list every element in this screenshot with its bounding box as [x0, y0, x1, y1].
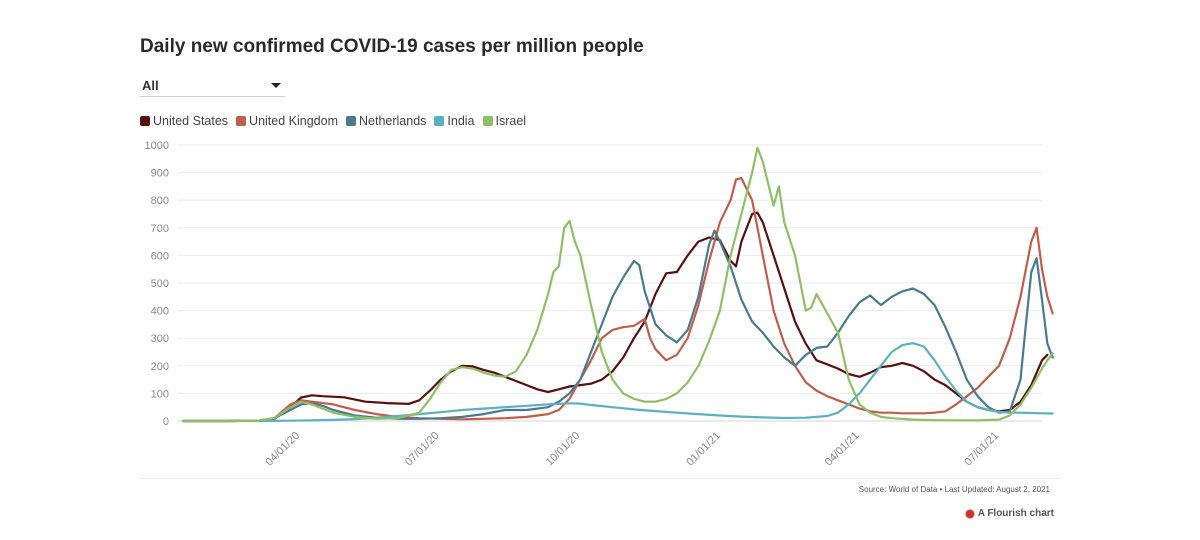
- dropdown-selected-value: All: [142, 78, 159, 93]
- y-tick-label: 100: [151, 388, 169, 400]
- x-tick-label: 01/01/21: [684, 430, 723, 469]
- series-line-united-kingdom: [181, 177, 1054, 423]
- series-filter-dropdown[interactable]: All: [140, 74, 285, 97]
- series-line-netherlands: [181, 229, 1054, 423]
- chart-legend: United States United Kingdom Netherlands In…: [140, 114, 526, 128]
- y-tick-label: 700: [151, 223, 169, 235]
- y-tick-label: 400: [151, 306, 169, 318]
- legend-swatch: [434, 116, 445, 126]
- legend-swatch: [346, 116, 356, 126]
- y-tick-label: 600: [151, 250, 169, 262]
- series-line-india: [181, 342, 1054, 423]
- legend-label: India: [447, 114, 475, 128]
- legend-label: Israel: [495, 114, 527, 128]
- x-tick-label: 10/01/20: [544, 430, 583, 469]
- chevron-down-icon: [271, 83, 281, 88]
- chart-title: Daily new confirmed COVID-19 cases per m…: [140, 36, 644, 57]
- legend-label: United States: [153, 114, 229, 128]
- legend-item-united-states[interactable]: United States: [140, 114, 228, 128]
- legend-label: United Kingdom: [249, 114, 338, 128]
- line-chart: 0 100 200 300 400 500 600 700 800 900 1000 04/01/20…: [145, 140, 1054, 469]
- series-line-israel: [181, 146, 1054, 423]
- legend-item-netherlands[interactable]: Netherlands: [346, 114, 426, 128]
- flourish-link[interactable]: A Flourish chart: [965, 508, 1054, 519]
- x-tick-label: 04/01/20: [263, 430, 302, 469]
- y-tick-label: 900: [151, 168, 169, 180]
- series-line-united-states: [181, 211, 1049, 423]
- y-tick-label: 300: [151, 333, 169, 345]
- source-note: Source: World of Data • Last Updated: Au…: [858, 485, 1050, 494]
- y-tick-label: 1000: [145, 140, 169, 152]
- x-tick-label: 07/01/20: [403, 430, 442, 469]
- legend-swatch: [482, 116, 493, 126]
- legend-swatch: [236, 116, 247, 126]
- legend-item-israel[interactable]: Israel: [482, 114, 527, 128]
- flourish-label: A Flourish chart: [977, 508, 1054, 519]
- x-tick-label: 07/01/21: [962, 430, 1001, 469]
- legend-item-united-kingdom[interactable]: United Kingdom: [236, 114, 338, 128]
- y-tick-label: 0: [163, 416, 169, 428]
- y-tick-label: 800: [151, 195, 169, 207]
- x-tick-label: 04/01/21: [823, 430, 862, 469]
- legend-item-india[interactable]: India: [434, 114, 475, 128]
- y-tick-label: 500: [151, 278, 169, 290]
- footer-divider: [140, 478, 1060, 479]
- legend-label: Netherlands: [359, 114, 427, 128]
- y-tick-label: 200: [151, 361, 169, 373]
- legend-swatch: [140, 116, 150, 126]
- flourish-logo-icon: [965, 509, 974, 518]
